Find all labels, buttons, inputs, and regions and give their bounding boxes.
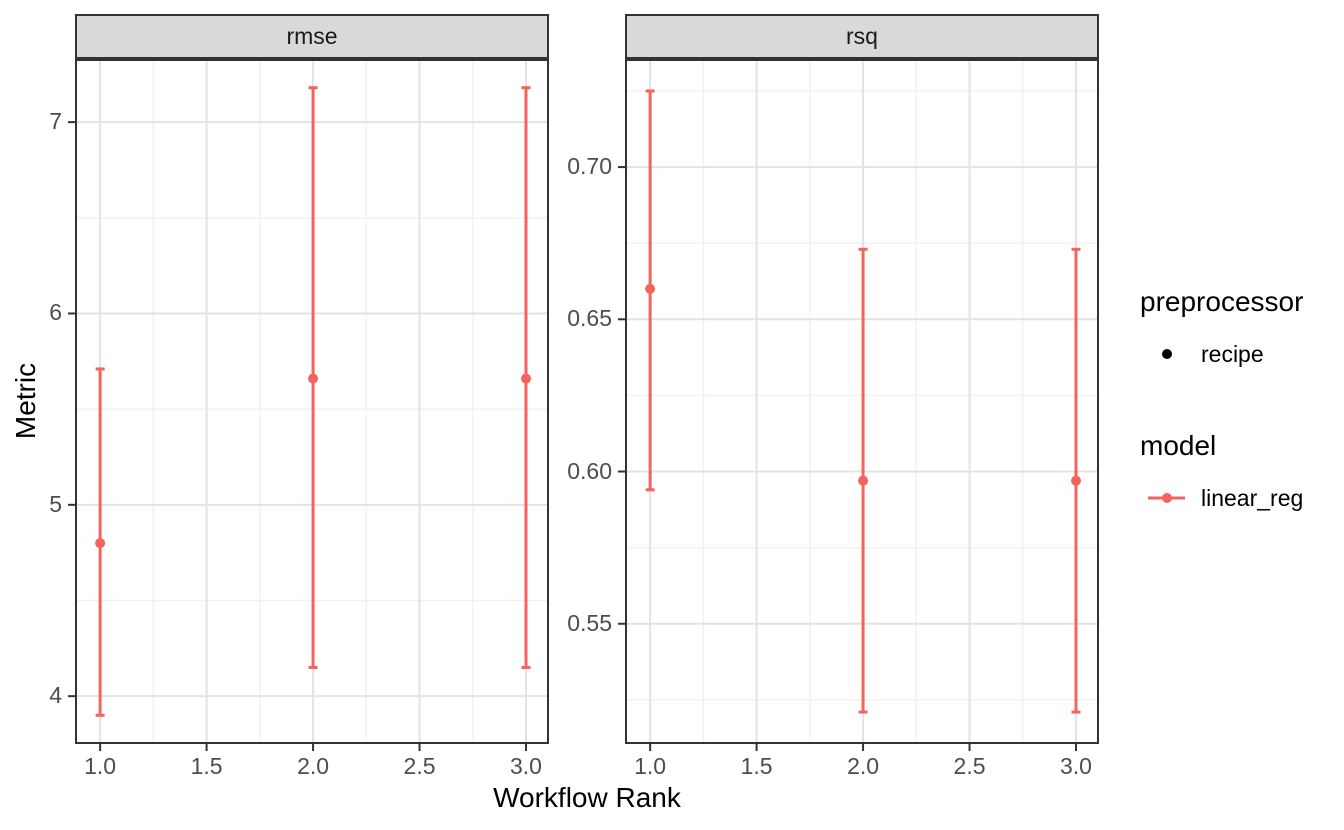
legend: preprocessor recipe model linear_reg (1140, 287, 1340, 511)
data-point (1071, 475, 1082, 486)
facet-strip-rmse: rmse (75, 14, 549, 59)
legend-group-preprocessor: preprocessor recipe (1140, 287, 1340, 367)
facet-strip-label: rsq (846, 23, 878, 49)
legend-item-label: linear_reg (1201, 484, 1304, 511)
legend-item-recipe: recipe (1140, 341, 1340, 367)
x-tick-label: 2.5 (953, 753, 986, 779)
x-axis-title: Workflow Rank (493, 782, 681, 813)
legend-item-linear-reg: linear_reg (1140, 485, 1340, 511)
x-tick-label: 2.0 (297, 753, 330, 779)
x-tick-label: 1.5 (740, 753, 773, 779)
legend-title-preprocessor: preprocessor (1140, 286, 1304, 317)
x-tick-label: 2.5 (403, 753, 436, 779)
y-tick-label: 7 (49, 108, 62, 135)
x-tick-label: 1.0 (634, 753, 667, 779)
data-point (645, 283, 656, 294)
x-tick-label: 2.0 (847, 753, 880, 779)
y-tick-label: 5 (49, 490, 62, 517)
x-tick-label: 1.0 (84, 753, 117, 779)
panel-border (75, 59, 549, 744)
facet-strip-label: rmse (286, 23, 338, 49)
facet-strip-rsq: rsq (625, 14, 1099, 59)
legend-key (1148, 485, 1185, 511)
y-tick-label: 0.65 (567, 305, 612, 332)
panel-border (625, 59, 1099, 744)
legend-group-model: model linear_reg (1140, 431, 1340, 511)
data-point (95, 538, 106, 549)
y-tick-label: 0.55 (567, 609, 612, 636)
linear-reg-point-icon (1161, 493, 1172, 503)
legend-key (1148, 341, 1185, 367)
x-tick-label: 3.0 (510, 753, 542, 779)
y-tick-label: 4 (49, 682, 62, 709)
legend-title-model: model (1140, 430, 1217, 461)
data-point (858, 475, 869, 486)
y-tick-label: 6 (49, 299, 62, 326)
x-tick-label: 3.0 (1060, 753, 1092, 779)
recipe-point-icon (1161, 349, 1172, 359)
y-tick-label: 0.70 (567, 153, 612, 180)
y-tick-label: 0.60 (567, 457, 612, 484)
legend-item-label: recipe (1201, 340, 1264, 367)
data-point (308, 373, 319, 384)
data-point (521, 373, 532, 384)
x-tick-label: 1.5 (190, 753, 223, 779)
